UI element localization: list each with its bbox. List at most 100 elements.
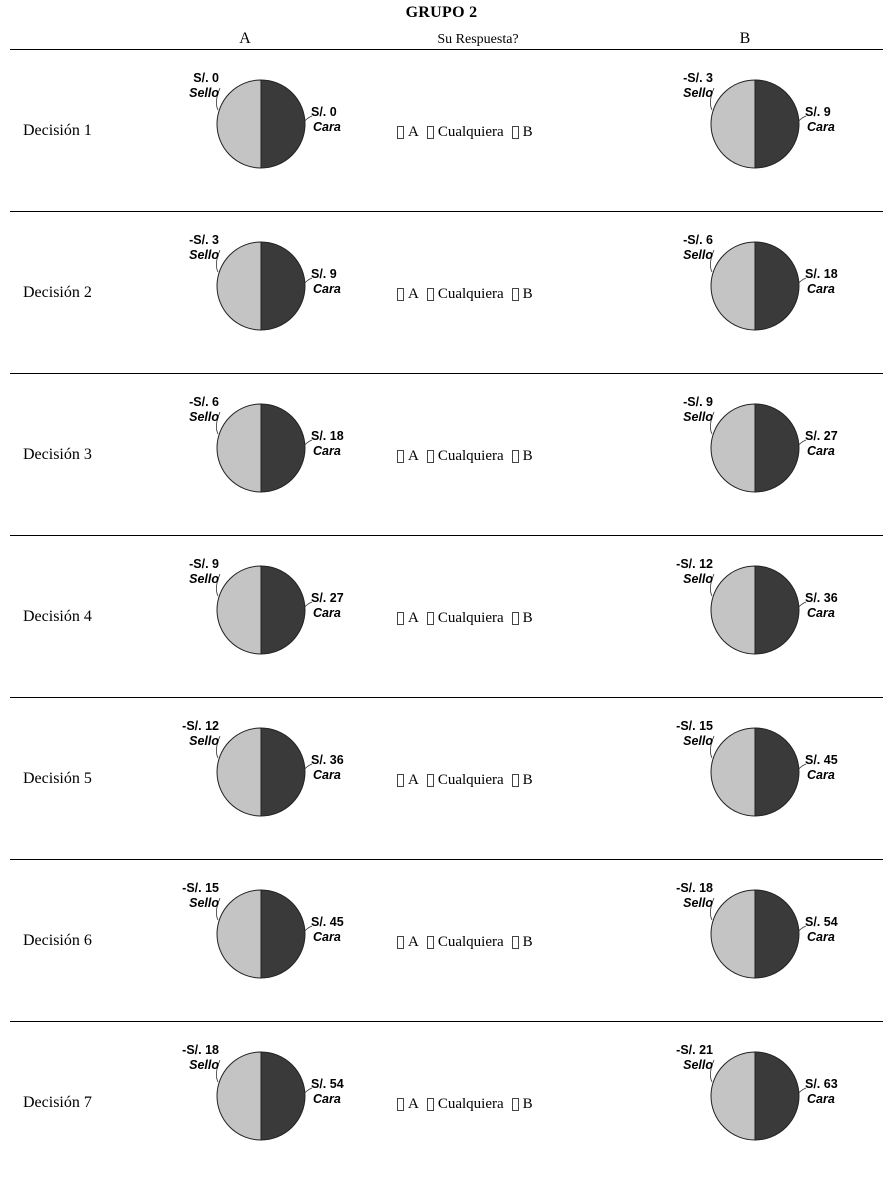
pie-label-cara: Cara xyxy=(807,1092,835,1106)
option-label-b: B xyxy=(523,610,533,627)
decision-row: Decisión 3 -S/. 6 Sello S/. 18 Cara -S/. 9 Sel… xyxy=(0,374,883,536)
checkbox-either[interactable] xyxy=(427,288,434,301)
pie-slice-sello xyxy=(711,242,755,330)
option-label-a: A xyxy=(408,448,419,465)
pie-label-sello: Sello xyxy=(683,896,713,910)
coin-pie-b: -S/. 12SelloS/. 36Cara xyxy=(665,545,845,675)
pie-label-sello: Sello xyxy=(683,248,713,262)
decision-label: Decisión 1 xyxy=(23,122,92,140)
option-label-b: B xyxy=(523,124,533,141)
pie-label-cara-value: S/. 63 xyxy=(805,1077,838,1091)
checkbox-a[interactable] xyxy=(397,288,404,301)
checkbox-either[interactable] xyxy=(427,450,434,463)
option-label-either: Cualquiera xyxy=(438,772,504,789)
checkbox-a[interactable] xyxy=(397,1098,404,1111)
pie-label-cara: Cara xyxy=(807,768,835,782)
option-label-b: B xyxy=(523,1096,533,1113)
option-label-a: A xyxy=(408,124,419,141)
decision-row: Decisión 1 S/. 0 Sello S/. 0 Cara -S/. 3 Sello… xyxy=(0,50,883,212)
pie-label-cara-value: S/. 18 xyxy=(311,429,344,443)
pie-slice-sello xyxy=(711,728,755,816)
pie-label-cara: Cara xyxy=(807,444,835,458)
checkbox-either[interactable] xyxy=(427,612,434,625)
pie-label-sello-value: -S/. 9 xyxy=(189,557,219,571)
pie-label-cara-value: S/. 45 xyxy=(805,753,838,767)
pie-label-cara-value: S/. 9 xyxy=(805,105,831,119)
pie-label-sello: Sello xyxy=(683,1058,713,1072)
column-header-b: B xyxy=(740,30,751,48)
pie-label-sello-value: -S/. 18 xyxy=(676,881,713,895)
pie-label-sello: Sello xyxy=(189,1058,219,1072)
pie-label-sello: Sello xyxy=(189,734,219,748)
checkbox-either[interactable] xyxy=(427,936,434,949)
pie-label-cara-value: S/. 27 xyxy=(311,591,344,605)
pie-label-cara: Cara xyxy=(313,120,341,134)
pie-label-sello-value: -S/. 12 xyxy=(676,557,713,571)
checkbox-a[interactable] xyxy=(397,450,404,463)
option-label-b: B xyxy=(523,448,533,465)
checkbox-b[interactable] xyxy=(512,450,519,463)
group-title: GRUPO 2 xyxy=(0,4,883,22)
coin-pie-a: -S/. 15SelloS/. 45Cara xyxy=(171,869,351,999)
decision-label: Decisión 5 xyxy=(23,770,92,788)
pie-label-sello: Sello xyxy=(683,734,713,748)
checkbox-a[interactable] xyxy=(397,936,404,949)
option-label-either: Cualquiera xyxy=(438,610,504,627)
coin-pie-a: -S/. 3SelloS/. 9Cara xyxy=(171,221,351,351)
pie-label-sello-value: -S/. 12 xyxy=(182,719,219,733)
pie-slice-cara xyxy=(755,566,799,654)
coin-pie-b: -S/. 21Sello S/. 63Cara xyxy=(665,1031,845,1161)
checkbox-b[interactable] xyxy=(512,126,519,139)
pie-label-sello: Sello xyxy=(189,248,219,262)
pie-label-sello-value: -S/. 21 xyxy=(676,1043,713,1057)
pie-label-cara: Cara xyxy=(807,930,835,944)
decision-label: Decisión 4 xyxy=(23,608,92,626)
pie-label-sello-value: -S/. 15 xyxy=(182,881,219,895)
checkbox-b[interactable] xyxy=(512,936,519,949)
checkbox-b[interactable] xyxy=(512,288,519,301)
pie-slice-cara xyxy=(755,890,799,978)
pie-label-cara-value: S/. 54 xyxy=(311,1077,344,1091)
checkbox-a[interactable] xyxy=(397,774,404,787)
checkbox-either[interactable] xyxy=(427,1098,434,1111)
pie-slice-sello xyxy=(711,890,755,978)
option-label-b: B xyxy=(523,934,533,951)
pie-slice-cara xyxy=(755,242,799,330)
pie-slice-cara xyxy=(261,404,305,492)
pie-slice-sello xyxy=(217,890,261,978)
pie-slice-sello xyxy=(711,404,755,492)
pie-label-cara: Cara xyxy=(313,1092,341,1106)
checkbox-either[interactable] xyxy=(427,126,434,139)
checkbox-a[interactable] xyxy=(397,612,404,625)
pie-label-sello-value: -S/. 6 xyxy=(683,233,713,247)
checkbox-b[interactable] xyxy=(512,612,519,625)
pie-label-cara: Cara xyxy=(313,444,341,458)
coin-pie-a: -S/. 9SelloS/. 27Cara xyxy=(171,545,351,675)
pie-slice-cara xyxy=(261,566,305,654)
checkbox-b[interactable] xyxy=(512,774,519,787)
response-options: A Cualquiera B xyxy=(397,610,533,627)
pie-slice-sello xyxy=(711,1052,755,1140)
pie-slice-cara xyxy=(261,242,305,330)
pie-label-cara-value: S/. 9 xyxy=(311,267,337,281)
option-label-a: A xyxy=(408,610,419,627)
pie-slice-sello xyxy=(217,728,261,816)
response-options: A Cualquiera B xyxy=(397,286,533,303)
pie-label-cara-value: S/. 0 xyxy=(311,105,337,119)
pie-slice-sello xyxy=(217,566,261,654)
column-header-a: A xyxy=(239,30,251,48)
checkbox-a[interactable] xyxy=(397,126,404,139)
option-label-a: A xyxy=(408,286,419,303)
pie-label-sello-value: -S/. 15 xyxy=(676,719,713,733)
pie-label-cara: Cara xyxy=(313,282,341,296)
checkbox-either[interactable] xyxy=(427,774,434,787)
pie-label-sello: Sello xyxy=(683,86,713,100)
checkbox-b[interactable] xyxy=(512,1098,519,1111)
option-label-b: B xyxy=(523,772,533,789)
column-header-response: Su Respuesta? xyxy=(437,32,518,48)
